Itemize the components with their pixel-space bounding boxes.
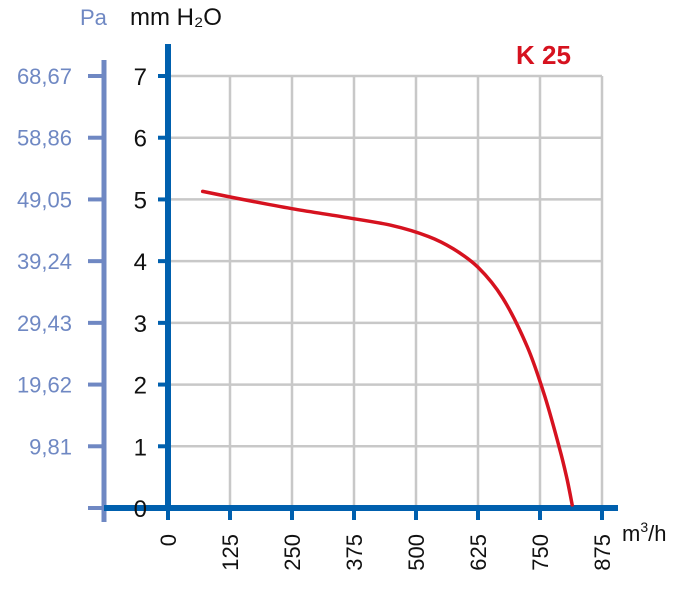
pa-tick-label: 39,24 (17, 249, 72, 274)
y-tick-label: 3 (134, 311, 147, 338)
y-tick-label: 1 (134, 434, 147, 461)
x-tick-label: 375 (342, 534, 367, 571)
x-tick-label: 625 (466, 534, 491, 571)
series (200, 189, 574, 507)
x-tick-label: 250 (280, 534, 305, 571)
y-tick-label: 0 (134, 496, 147, 523)
grid (168, 74, 604, 508)
pa-tick-label: 68,67 (17, 64, 72, 89)
x-tick-label: 125 (218, 534, 243, 571)
pa-tick-label: 49,05 (17, 187, 72, 212)
pa-tick-label: 58,86 (17, 126, 72, 151)
x-axis-unit-base: m (622, 521, 640, 546)
x-tick-label: 500 (404, 534, 429, 571)
y-tick-label: 2 (134, 373, 147, 400)
series-line-k25 (200, 189, 574, 507)
pa-tick-label: 19,62 (17, 373, 72, 398)
x-tick-label: 0 (156, 534, 181, 546)
series-label-k25: K 25 (516, 40, 571, 70)
x-tick-label: 750 (528, 534, 553, 571)
y-tick-label: 6 (134, 126, 147, 153)
ticks (158, 74, 604, 520)
x-axis-unit-tail: /h (648, 521, 666, 546)
y-axis-unit: mm H₂O (130, 4, 222, 31)
x-axis-unit-exponent: 3 (640, 519, 648, 535)
y-tick-label: 4 (134, 249, 147, 276)
pa-axis (88, 60, 107, 522)
axes (104, 44, 618, 511)
pa-tick-label: 29,43 (17, 311, 72, 336)
pa-axis-unit: Pa (80, 5, 108, 30)
x-axis-unit: m3/h (622, 519, 666, 546)
y-tick-label: 5 (134, 187, 147, 214)
x-tick-label: 875 (590, 534, 615, 571)
tick-labels: 9,81 19,62 29,43 39,24 49,05 58,86 68,67 0 1 2 3 4 5… (17, 64, 615, 571)
y-tick-label: 7 (134, 64, 147, 91)
pa-tick-label: 9,81 (29, 434, 72, 459)
